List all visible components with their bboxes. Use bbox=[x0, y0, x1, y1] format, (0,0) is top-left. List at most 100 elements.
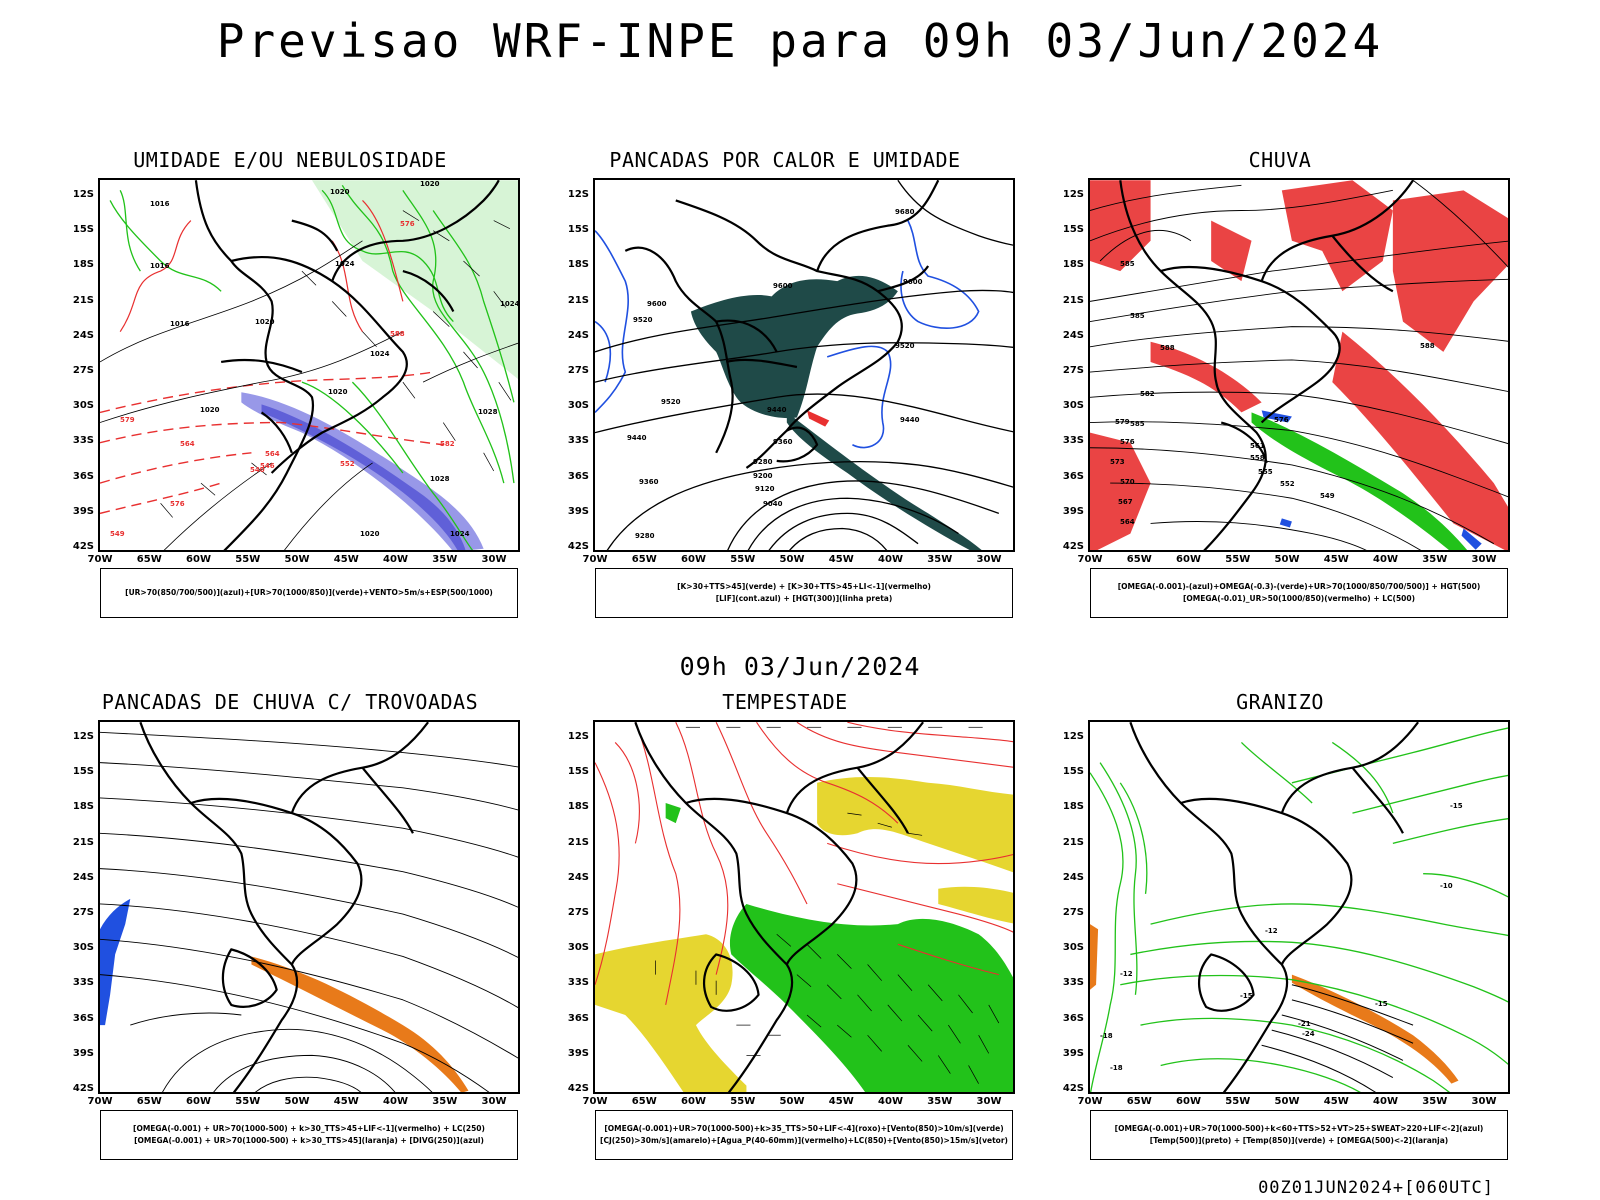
longitude-tick-label: 50W bbox=[1274, 1096, 1300, 1107]
longitude-tick-label: 50W bbox=[284, 1096, 310, 1107]
latitude-tick-label: 15S bbox=[72, 224, 94, 236]
contour-label: 1020 bbox=[328, 388, 348, 396]
latitude-tick-label: 39S bbox=[1062, 1047, 1084, 1059]
contour-label: 9040 bbox=[763, 500, 783, 508]
latitude-tick-label: 12S bbox=[72, 189, 94, 200]
latitude-tick-label: 27S bbox=[1062, 907, 1084, 918]
contour-label: 1024 bbox=[335, 260, 355, 268]
legend-line: [LIF](cont.azul) + [HGT(300)](linha pret… bbox=[715, 594, 893, 603]
latitude-tick-label: 36S bbox=[72, 470, 94, 482]
latitude-tick-label: 27S bbox=[72, 365, 94, 376]
latitude-tick-label: 33S bbox=[1062, 435, 1084, 447]
latitude-tick-label: 27S bbox=[567, 365, 589, 376]
latitude-tick-label: 12S bbox=[567, 189, 589, 200]
contour-label: 1020 bbox=[420, 180, 440, 188]
longitude-tick-label: 70W bbox=[582, 1096, 608, 1107]
contour-label: 549 bbox=[1320, 492, 1335, 500]
contour-label: 561 bbox=[1250, 442, 1265, 450]
legend-line: [OMEGA(-0.001) + UR>70(1000-500) + k>30_… bbox=[133, 1124, 485, 1133]
latitude-tick-label: 36S bbox=[72, 1012, 94, 1024]
latitude-tick-label: 30S bbox=[1062, 400, 1084, 412]
latitude-tick-label: 33S bbox=[72, 435, 94, 447]
contour-label: -15 bbox=[1240, 992, 1253, 1000]
map-pancadas-calor: 9680 9600 9600 9600 9520 9520 9520 9440 … bbox=[593, 178, 1015, 552]
contour-label: 9440 bbox=[627, 434, 647, 442]
legend: [K>30+TTS>45](verde) + [K>30+TTS>45+LI<-… bbox=[595, 568, 1013, 618]
panel-umidade: UMIDADE E/OU NEBULOSIDADE bbox=[60, 148, 520, 638]
legend: [OMEGA(-0.001)-(azul)+OMEGA(-0.3)-(verde… bbox=[1090, 568, 1508, 618]
longitude-tick-label: 40W bbox=[383, 1096, 408, 1107]
longitude-tick-label: 30W bbox=[1471, 1096, 1497, 1107]
latitude-tick-label: 12S bbox=[567, 731, 589, 742]
map-granizo: -10 -12 -12 -15 -15 -18 -21 -24 -15 -18 bbox=[1088, 720, 1510, 1094]
latitude-tick-label: 18S bbox=[567, 259, 589, 271]
legend: [OMEGA(-0.001)+UR>70(1000-500)+k<60+TTS>… bbox=[1090, 1110, 1508, 1160]
longitude-tick-label: 70W bbox=[582, 554, 608, 565]
contour-label: 552 bbox=[340, 460, 355, 468]
longitude-tick-label: 60W bbox=[186, 554, 211, 565]
map-umidade: 1016 1020 1020 1024 1024 1024 1020 1020 … bbox=[98, 178, 520, 552]
contour-label: 1020 bbox=[200, 406, 220, 414]
contour-label: 585 bbox=[1130, 312, 1145, 320]
latitude-tick-label: 24S bbox=[1062, 329, 1084, 341]
latitude-tick-label: 21S bbox=[567, 836, 589, 848]
panel-chuva: CHUVA bbox=[1050, 148, 1510, 638]
contour-label: 588 bbox=[1420, 342, 1435, 350]
longitude-tick-label: 30W bbox=[481, 1096, 507, 1107]
longitude-tick-label: 35W bbox=[927, 554, 953, 565]
longitude-tick-label: 55W bbox=[235, 1096, 261, 1107]
contour-label: 1016 bbox=[170, 320, 190, 328]
latitude-tick-label: 12S bbox=[72, 731, 94, 742]
longitude-tick-label: 70W bbox=[1077, 1096, 1103, 1107]
latitude-tick-label: 18S bbox=[1062, 801, 1084, 813]
main-title: Previsao WRF-INPE para 09h 03/Jun/2024 bbox=[216, 14, 1384, 68]
panel-title: UMIDADE E/OU NEBULOSIDADE bbox=[133, 148, 447, 172]
contour-label: 9600 bbox=[647, 300, 667, 308]
contour-label: 9280 bbox=[635, 532, 655, 540]
longitude-tick-label: 65W bbox=[631, 554, 657, 565]
contour-label: 576 bbox=[1120, 438, 1135, 446]
legend-line: [CJ(250)>30m/s](amarelo)+[Agua_P(40-60mm… bbox=[600, 1136, 1008, 1145]
contour-label: 588 bbox=[390, 330, 405, 338]
latitude-tick-label: 42S bbox=[567, 1083, 589, 1094]
longitude-tick-label: 40W bbox=[878, 554, 903, 565]
longitude-tick-label: 55W bbox=[235, 554, 261, 565]
latitude-tick-label: 15S bbox=[1062, 766, 1084, 778]
longitude-tick-label: 30W bbox=[976, 1096, 1002, 1107]
longitude-tick-label: 65W bbox=[136, 1096, 162, 1107]
contour-label: 1024 bbox=[450, 530, 470, 538]
longitude-tick-label: 50W bbox=[284, 554, 310, 565]
contour-label: 9360 bbox=[639, 478, 659, 486]
contour-label: 582 bbox=[1140, 390, 1155, 398]
legend-line: [Temp(500)](preto) + [Temp(850)](verde) … bbox=[1149, 1136, 1449, 1145]
longitude-tick-label: 55W bbox=[1225, 1096, 1251, 1107]
longitude-tick-label: 50W bbox=[1274, 554, 1300, 565]
latitude-tick-label: 15S bbox=[72, 766, 94, 778]
contour-label: -12 bbox=[1120, 970, 1133, 978]
legend-line: [UR>70(850/700/500)](azul)+[UR>70(1000/8… bbox=[125, 588, 493, 597]
longitude-tick-label: 35W bbox=[432, 1096, 458, 1107]
longitude-tick-label: 45W bbox=[333, 1096, 359, 1107]
legend: [OMEGA(-0.001)+UR>70(1000-500)+k>35_TTS>… bbox=[595, 1110, 1013, 1160]
contour-label: -18 bbox=[1110, 1064, 1123, 1072]
latitude-tick-label: 27S bbox=[567, 907, 589, 918]
panel-title: TEMPESTADE bbox=[722, 690, 848, 714]
contour-label: 564 bbox=[1120, 518, 1135, 526]
latitude-tick-label: 30S bbox=[567, 942, 589, 954]
panel-title: GRANIZO bbox=[1236, 690, 1324, 714]
latitude-tick-label: 42S bbox=[1062, 1083, 1084, 1094]
legend: [UR>70(850/700/500)](azul)+[UR>70(1000/8… bbox=[100, 568, 518, 618]
latitude-tick-label: 42S bbox=[567, 541, 589, 552]
latitude-tick-label: 21S bbox=[1062, 836, 1084, 848]
contour-label: 549 bbox=[110, 530, 125, 538]
longitude-tick-label: 70W bbox=[87, 554, 113, 565]
longitude-tick-label: 40W bbox=[383, 554, 408, 565]
contour-label: 1020 bbox=[255, 318, 275, 326]
contour-label: -15 bbox=[1450, 802, 1463, 810]
contour-label: 1024 bbox=[370, 350, 390, 358]
panel-tempestade: TEMPESTADE bbox=[555, 690, 1015, 1180]
contour-label: 9600 bbox=[773, 282, 793, 290]
latitude-tick-label: 18S bbox=[72, 259, 94, 271]
contour-label: 588 bbox=[1160, 344, 1175, 352]
longitude-tick-label: 35W bbox=[927, 1096, 953, 1107]
